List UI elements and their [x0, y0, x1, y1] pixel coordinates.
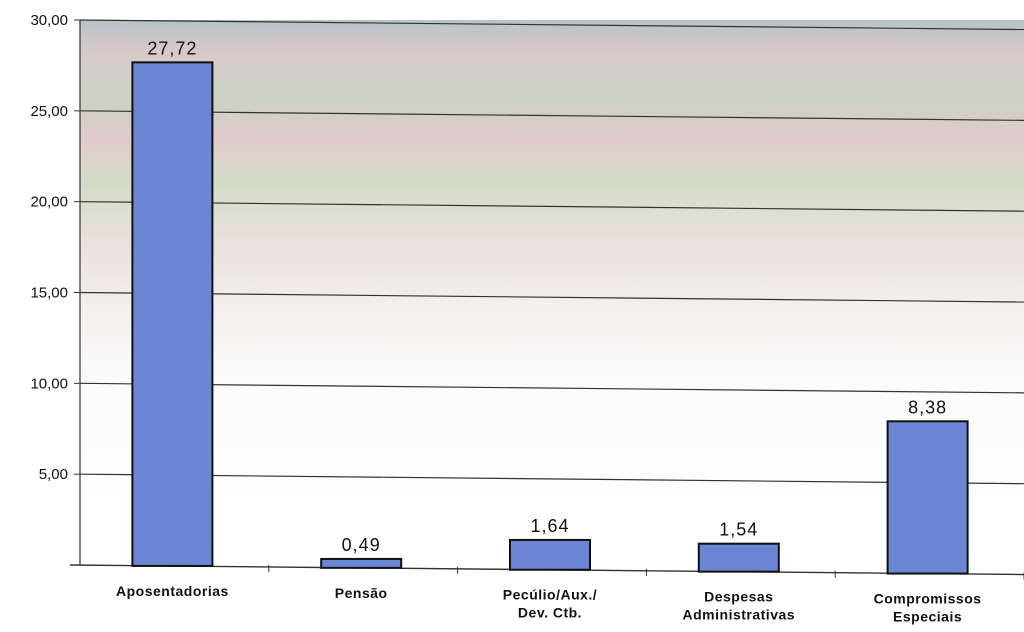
category-label-line: Pecúlio/Aux./ [503, 587, 597, 603]
gridlines [79, 19, 1024, 485]
data-label: 8,38 [908, 397, 947, 417]
y-axis-ticks: 5,00 10,00 15,00 20,00 25,00 30,00 [30, 12, 80, 483]
category-label-line: Despesas [704, 589, 773, 605]
y-tick-label: 15,00 [30, 285, 68, 302]
data-label: 0,49 [342, 535, 381, 555]
y-tick-label: 5,00 [39, 466, 68, 483]
gridline [79, 473, 1024, 485]
data-label: 1,54 [719, 520, 758, 540]
gridline [79, 110, 1024, 121]
category-label-line: Compromissos [874, 591, 982, 607]
category-label-line: Pensão [335, 585, 388, 601]
category-label-line: Especiais [893, 609, 962, 625]
bars [131, 61, 969, 575]
category-label: Pecúlio/Aux./ Dev. Ctb. [503, 587, 597, 621]
bar [886, 420, 969, 575]
category-label-line: Administrativas [683, 607, 796, 623]
data-label: 1,64 [530, 516, 569, 536]
bar [697, 542, 780, 573]
gridline [79, 19, 1024, 31]
y-tick-label: 20,00 [30, 194, 68, 211]
bar [131, 61, 214, 567]
bar [509, 538, 591, 571]
category-label: Pensão [335, 585, 388, 601]
y-tick-label: 10,00 [30, 375, 68, 392]
gridline [79, 291, 1024, 303]
data-labels: 27,72 0,49 1,64 1,54 8,38 [147, 38, 947, 555]
y-tick-label: 30,00 [30, 12, 68, 29]
category-label-line: Dev. Ctb. [518, 605, 582, 621]
gridline [79, 201, 1024, 212]
y-tick-label: 25,00 [30, 103, 68, 120]
category-labels: Aposentadorias Pensão Pecúlio/Aux./ Dev. Ct… [116, 583, 982, 625]
category-label-line: Aposentadorias [116, 583, 229, 599]
bar [320, 557, 403, 569]
category-label: Despesas Administrativas [683, 589, 796, 623]
data-label: 27,72 [147, 38, 197, 58]
category-label: Compromissos Especiais [874, 591, 982, 625]
gridline [79, 382, 1024, 394]
plot-area-background [80, 20, 1024, 565]
category-label: Aposentadorias [116, 583, 229, 599]
